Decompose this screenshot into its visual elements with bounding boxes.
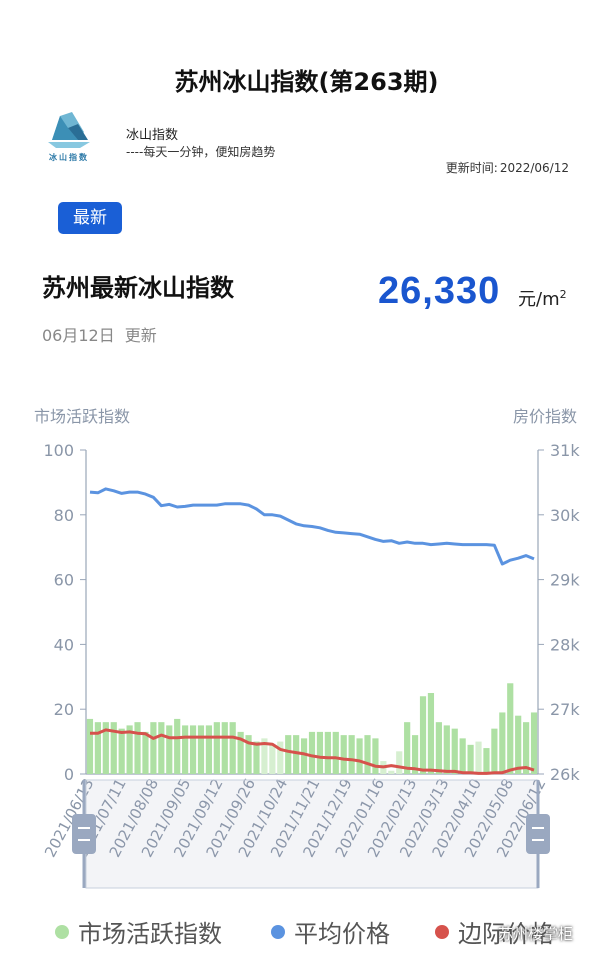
index-value: 26,330 [378, 270, 501, 312]
edge-price-line [90, 728, 535, 775]
activity-bar [221, 722, 228, 774]
activity-bar [126, 725, 133, 774]
range-slider-left-handle [72, 814, 96, 854]
legend-marker [271, 925, 285, 939]
left-tick-label: 100 [43, 441, 74, 460]
avg-price-line [89, 487, 535, 566]
activity-bar [166, 725, 173, 774]
activity-bar [142, 731, 149, 774]
activity-bar [340, 735, 347, 774]
activity-bar [229, 722, 236, 774]
activity-bar [411, 735, 419, 774]
activity-bar [245, 735, 252, 774]
activity-bar [285, 735, 292, 774]
activity-bar [300, 738, 308, 774]
right-axis-title: 房价指数 [513, 407, 577, 426]
update-date: 2022/06/12 [499, 161, 569, 175]
iceberg-logo: 冰山指数 [48, 112, 90, 162]
activity-bar [348, 735, 355, 774]
legend-marker [435, 925, 449, 939]
activity-bar [404, 722, 411, 774]
range-slider-right-handle [526, 814, 550, 854]
activity-bar [110, 722, 117, 774]
legend-label: 市场活跃指数 [78, 920, 222, 948]
activity-bar [491, 728, 498, 774]
activity-bar [467, 744, 474, 774]
right-tick-label: 26k [550, 765, 580, 784]
activity-bar [316, 731, 324, 774]
brand-slogan: ----每天一分钟，便知房趋势 [126, 145, 276, 159]
right-tick-label: 30k [550, 506, 580, 525]
activity-bar [427, 693, 435, 774]
activity-bar [483, 748, 490, 774]
index-unit: 元/m2 [518, 288, 567, 310]
legend-label: 平均价格 [294, 920, 390, 948]
activity-bar [253, 741, 260, 774]
activity-bar [158, 722, 165, 774]
activity-bar [332, 731, 339, 774]
activity-bar [530, 712, 538, 774]
activity-bar [372, 738, 379, 774]
activity-bar [499, 712, 506, 774]
latest-badge: 最新 [58, 202, 122, 234]
activity-bar [213, 722, 220, 774]
activity-bar [205, 725, 213, 774]
activity-bar [182, 725, 189, 774]
update-note-date: 06月12日 [42, 326, 115, 345]
activity-bar [261, 738, 268, 774]
activity-bar [459, 738, 466, 774]
activity-bar [277, 741, 284, 774]
activity-bar [150, 722, 157, 774]
activity-bar [507, 683, 514, 774]
right-tick-label: 27k [550, 700, 580, 719]
activity-bar [269, 744, 276, 774]
left-axis-title: 市场活跃指数 [34, 407, 130, 426]
brand-name: 冰山指数 [126, 128, 179, 143]
activity-bar [356, 738, 363, 774]
activity-bar [324, 731, 331, 774]
activity-bar [134, 722, 141, 774]
activity-bar [435, 722, 442, 774]
activity-bar [419, 696, 427, 774]
activity-bar [308, 731, 316, 774]
left-tick-label: 20 [54, 700, 74, 719]
section-title: 苏州最新冰山指数 [42, 274, 234, 302]
right-tick-label: 28k [550, 635, 580, 654]
activity-bar [102, 722, 109, 774]
activity-bar [237, 731, 244, 774]
activity-bar [118, 728, 125, 774]
activity-bar [475, 741, 482, 774]
activity-bar [515, 715, 522, 774]
left-tick-label: 80 [54, 506, 74, 525]
update-label: 更新时间: [445, 161, 498, 175]
activity-bar [388, 770, 395, 774]
activity-bar [523, 722, 530, 774]
right-tick-label: 31k [550, 441, 580, 460]
activity-bar [293, 735, 300, 774]
right-tick-label: 29k [550, 571, 580, 590]
left-tick-label: 40 [54, 635, 74, 654]
left-tick-label: 0 [64, 765, 74, 784]
iceberg-chart: 市场活跃指数 房价指数 0 20 40 60 80 100 26k 27k 28k 29k 30k 31k… [34, 407, 580, 948]
legend-marker [55, 925, 69, 939]
activity-bar [443, 725, 450, 774]
activity-bar [197, 725, 205, 774]
update-time: 更新时间: 2022/06/12 [444, 159, 569, 176]
logo-text: 冰山指数 [49, 152, 89, 162]
activity-bar [451, 728, 458, 774]
activity-bar [364, 735, 371, 774]
update-note: 06月12日 更新 [42, 322, 157, 346]
range-slider-track [85, 779, 539, 889]
activity-bar [94, 722, 101, 774]
page-title: 苏州冰山指数(第263期) [174, 68, 439, 96]
legend-label: 边际价格 [458, 920, 554, 948]
activity-bar [189, 725, 197, 774]
update-note-text: 更新 [124, 326, 157, 345]
activity-bar [86, 718, 94, 774]
activity-bar [174, 718, 181, 774]
activity-bar [396, 751, 403, 774]
left-tick-label: 60 [54, 571, 74, 590]
watermark: 苏州楼掌柜 [498, 925, 574, 943]
